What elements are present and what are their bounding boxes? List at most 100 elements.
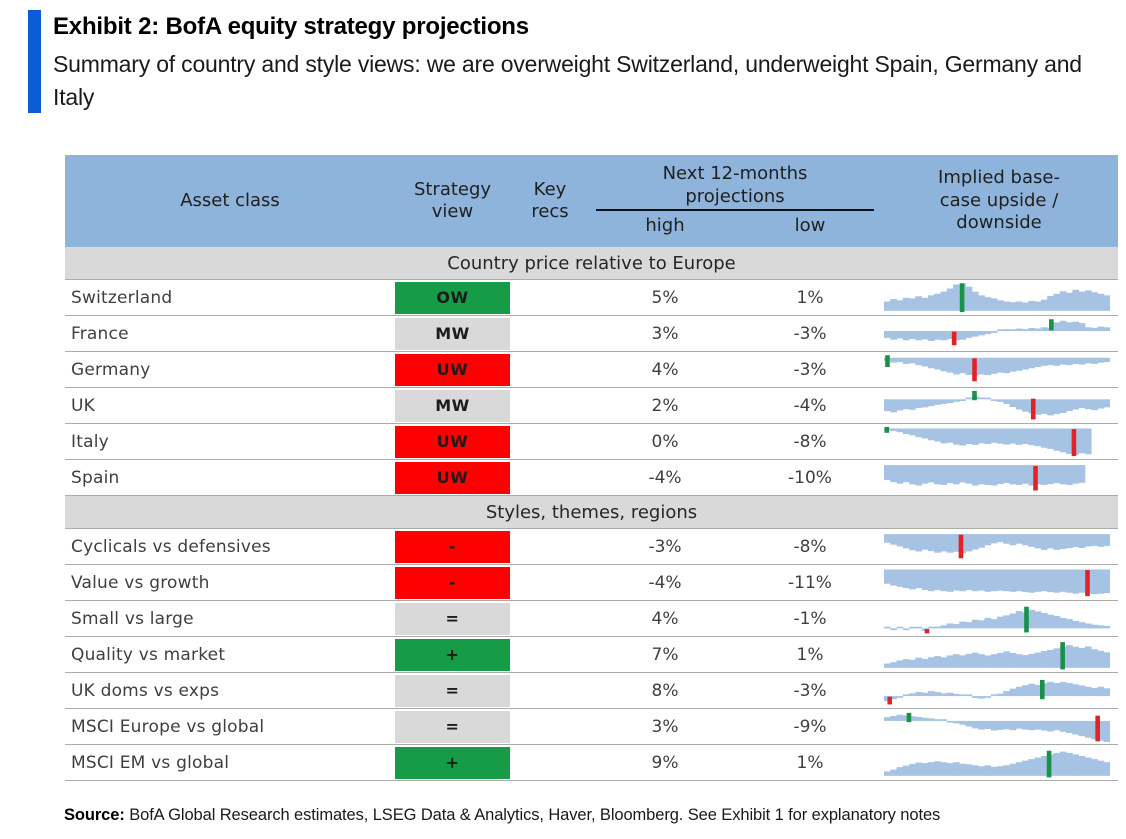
distribution-sparkline — [884, 569, 1110, 597]
asset-class-name: UK — [71, 395, 95, 416]
implied-upside-sparkline-cell — [880, 426, 1118, 457]
strategy-view-cell: UW — [395, 460, 510, 495]
projection-low-value: 1% — [796, 287, 824, 308]
col-header-low: low — [794, 215, 826, 236]
strategy-view-badge: UW — [395, 461, 510, 494]
asset-class-name: Small vs large — [71, 608, 194, 629]
col-header-key-recs: Key recs — [531, 178, 569, 223]
table-header-row: Asset class Strategy view Key recs Next … — [65, 155, 1118, 247]
distribution-sparkline — [884, 355, 1110, 382]
table-row: UK MW 2% -4% — [65, 388, 1118, 424]
asset-class-name: UK doms vs exps — [71, 680, 220, 701]
projection-low-value: -3% — [793, 680, 827, 701]
strategy-view-cell: UW — [395, 424, 510, 459]
col-header-projections-group: Next 12-months projections high low — [590, 155, 880, 247]
projection-low-value: -11% — [788, 572, 832, 593]
table-row: MSCI EM vs global +9% 1% — [65, 745, 1118, 781]
distribution-sparkline — [884, 319, 1110, 346]
strategy-view-badge: UW — [395, 353, 510, 386]
projections-subcolumns: high low — [590, 215, 880, 238]
col-header-implied: Implied base-case upside / downside — [880, 155, 1118, 247]
projection-high-value: 8% — [651, 680, 679, 701]
asset-class-name: Cyclicals vs defensives — [71, 536, 271, 557]
strategy-view-badge: UW — [395, 425, 510, 458]
implied-upside-sparkline-cell — [880, 462, 1118, 493]
asset-class-name: MSCI EM vs global — [71, 752, 230, 773]
implied-upside-sparkline-cell — [880, 675, 1118, 706]
exhibit-title: Exhibit 2: BofA equity strategy projecti… — [53, 13, 529, 40]
strategy-view-cell: = — [395, 709, 510, 744]
col-header-high: high — [645, 215, 685, 236]
distribution-sparkline — [884, 712, 1110, 742]
projection-high-value: -3% — [648, 536, 682, 557]
asset-class-name: Spain — [71, 467, 120, 488]
implied-upside-sparkline-cell — [880, 711, 1118, 742]
strategy-view-cell: + — [395, 745, 510, 780]
table-row: Quality vs market +7% 1% — [65, 637, 1118, 673]
section-header: Styles, themes, regions — [65, 496, 1118, 529]
source-note: Source: BofA Global Research estimates, … — [64, 806, 940, 825]
projection-low-value: -1% — [793, 608, 827, 629]
projection-low-value: -3% — [793, 359, 827, 380]
strategy-view-badge: - — [395, 566, 510, 599]
projection-high-value: 4% — [651, 608, 679, 629]
table-row: Germany UW 4% -3% — [65, 352, 1118, 388]
asset-class-name: Germany — [71, 359, 151, 380]
table-row: Spain UW -4% -10% — [65, 460, 1118, 496]
implied-upside-sparkline-cell — [880, 531, 1118, 562]
strategy-view-badge: + — [395, 638, 510, 671]
projection-high-value: 3% — [651, 716, 679, 737]
projection-low-value: -9% — [793, 716, 827, 737]
distribution-sparkline — [884, 283, 1110, 313]
projection-high-value: -4% — [648, 467, 682, 488]
table-row: Small vs large = 4% -1% — [65, 601, 1118, 637]
implied-upside-sparkline-cell — [880, 318, 1118, 349]
projection-low-value: -4% — [793, 395, 827, 416]
strategy-view-badge: - — [395, 530, 510, 563]
projections-group-label: Next 12-months projections — [662, 163, 808, 207]
projection-high-value: 2% — [651, 395, 679, 416]
projection-low-value: -3% — [793, 323, 827, 344]
exhibit-subtitle: Summary of country and style views: we a… — [53, 51, 1082, 110]
asset-class-name: Italy — [71, 431, 109, 452]
table-row: Italy UW 0% -8% — [65, 424, 1118, 460]
strategy-view-cell: - — [395, 529, 510, 564]
implied-upside-sparkline-cell — [880, 747, 1118, 778]
strategy-view-cell: MW — [395, 316, 510, 351]
table-row: Value vs growth - -4% -11% — [65, 565, 1118, 601]
table-row: Switzerland OW 5% 1% — [65, 280, 1118, 316]
table-body: Country price relative to Europe Switzerl… — [65, 247, 1118, 781]
implied-upside-sparkline-cell — [880, 282, 1118, 313]
distribution-sparkline — [884, 679, 1110, 705]
exhibit-header: Exhibit 2: BofA equity strategy projecti… — [28, 10, 1093, 114]
table-row: Cyclicals vs defensives - -3% -8% — [65, 529, 1118, 565]
strategy-view-badge: = — [395, 602, 510, 635]
strategy-view-badge: + — [395, 746, 510, 779]
strategy-view-cell: - — [395, 565, 510, 600]
strategy-view-cell: = — [395, 601, 510, 636]
projection-high-value: 9% — [651, 752, 679, 773]
asset-class-name: Value vs growth — [71, 572, 210, 593]
implied-upside-sparkline-cell — [880, 603, 1118, 634]
strategy-view-cell: OW — [395, 280, 510, 315]
projection-high-value: 3% — [651, 323, 679, 344]
strategy-view-cell: MW — [395, 388, 510, 423]
table-row: France MW 3% -3% — [65, 316, 1118, 352]
strategy-view-badge: OW — [395, 281, 510, 314]
asset-class-name: Switzerland — [71, 287, 173, 308]
distribution-sparkline — [884, 750, 1110, 778]
projection-low-value: 1% — [796, 644, 824, 665]
strategy-view-badge: = — [395, 674, 510, 707]
projection-low-value: -10% — [788, 467, 832, 488]
implied-upside-sparkline-cell — [880, 354, 1118, 385]
col-header-strategy-view: Strategy view — [413, 178, 492, 223]
strategy-view-badge: = — [395, 710, 510, 743]
accent-bar — [28, 10, 41, 114]
distribution-sparkline — [884, 642, 1110, 670]
implied-upside-sparkline-cell — [880, 639, 1118, 670]
projection-low-value: -8% — [793, 431, 827, 452]
source-label: Source: — [64, 806, 125, 824]
strategy-view-badge: MW — [395, 317, 510, 350]
asset-class-name: France — [71, 323, 129, 344]
projection-low-value: 1% — [796, 752, 824, 773]
